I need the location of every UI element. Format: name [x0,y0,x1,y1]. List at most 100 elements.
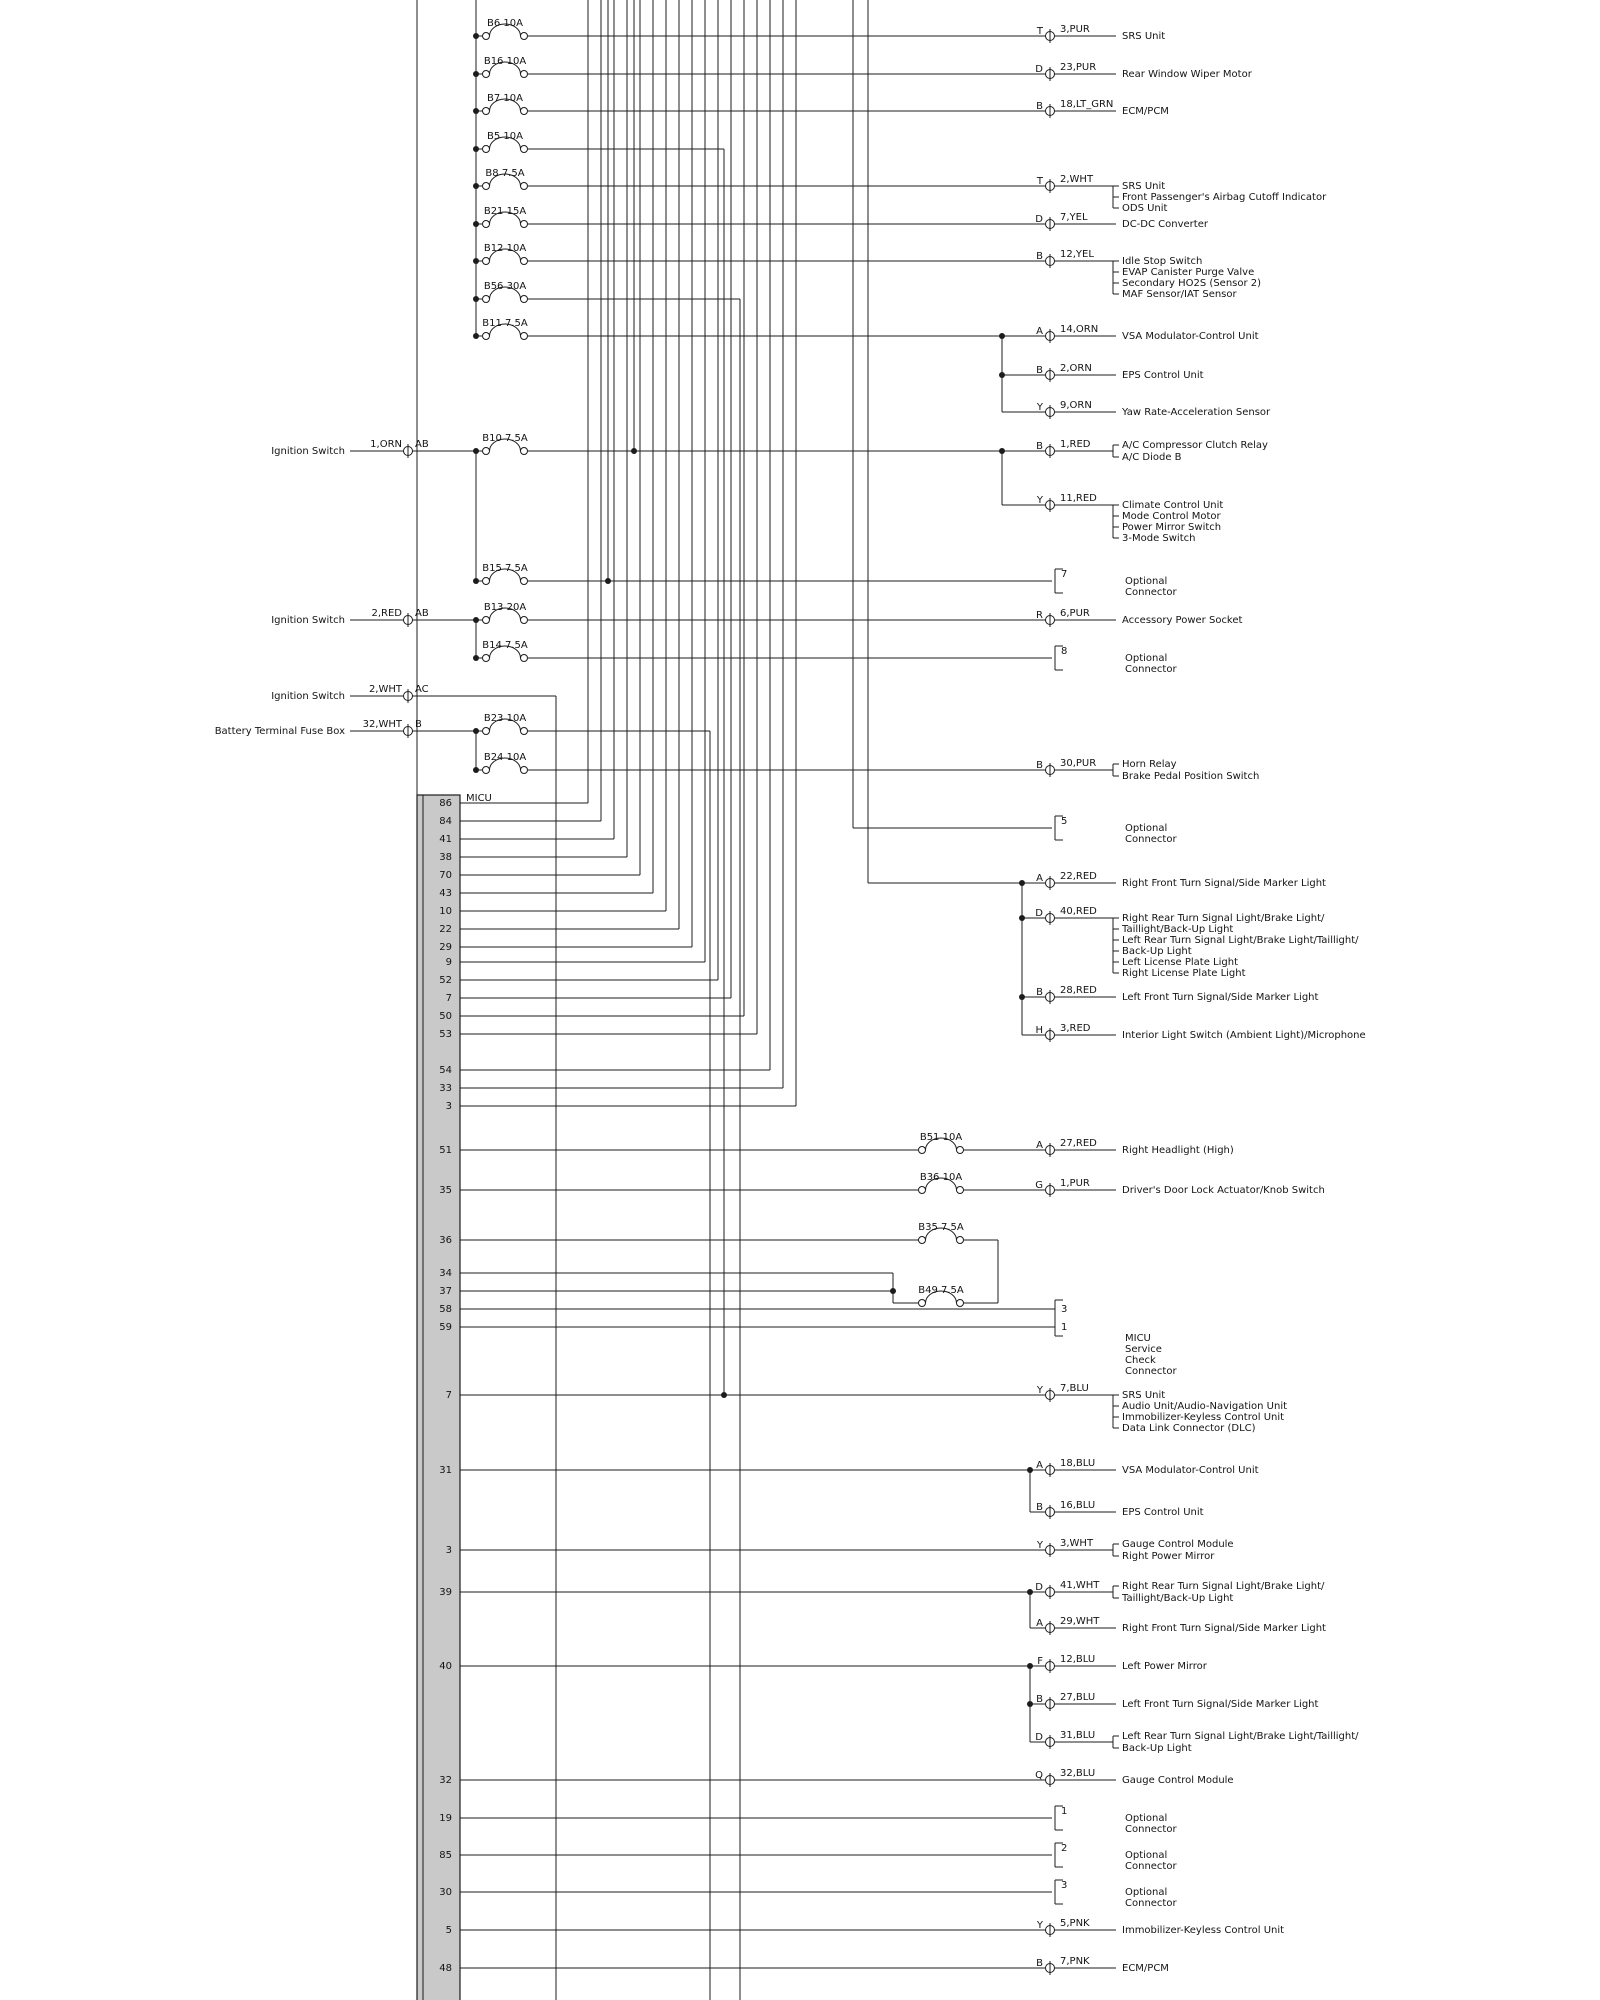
destination-label: Right Headlight (High) [1122,1145,1234,1156]
optional-connector-label: Optional [1125,576,1167,587]
micu-pin-number: 51 [439,1145,452,1156]
destination-label: VSA Modulator-Control Unit [1122,1465,1259,1476]
pin-letter: D [1035,64,1043,75]
junction-dot [473,296,479,302]
fuse-element [489,568,521,582]
junction-dot [1019,994,1025,1000]
wire-color-label: 27,RED [1060,1138,1097,1149]
fuse-terminal [520,32,528,40]
junction-dot [1027,1589,1033,1595]
fuse-terminal [520,616,528,624]
micu-pin-number: 3 [446,1545,452,1556]
micu-pin-number: 41 [439,834,452,845]
fuse-element [489,286,521,300]
micu-pin-number: 84 [439,816,452,827]
optional-connector-number: 1 [1061,1806,1067,1817]
destination-label: EPS Control Unit [1122,1507,1204,1518]
junction-dot [1027,1701,1033,1707]
destination-label: Back-Up Light [1122,1743,1192,1754]
fuse-terminal [482,32,490,40]
destination-label: ECM/PCM [1122,1963,1169,1974]
wire-color-label: 5,PNK [1060,1918,1090,1929]
pin-letter: T [1036,26,1044,37]
fuse-element [489,23,521,37]
junction-dot [999,448,1005,454]
fuse-label: B8 7.5A [485,168,524,179]
wire-color-label: 18,LT_GRN [1060,99,1113,110]
fuse-terminal [918,1299,926,1307]
optional-connector-label: Optional [1125,1850,1167,1861]
wire-color-label: 3,RED [1060,1023,1091,1034]
destination-label: Right License Plate Light [1122,968,1246,979]
wire-color-label: 28,RED [1060,985,1097,996]
fuse-element [489,607,521,621]
wire-color-label: 11,RED [1060,493,1097,504]
junction-dot [1019,915,1025,921]
wire-color-label: 2,WHT [369,684,403,695]
fuse-terminal [956,1299,964,1307]
junction-dot [721,1392,727,1398]
fuse-terminal [482,766,490,774]
wire-color-label: 1,PUR [1060,1178,1090,1189]
micu-pin-number: 50 [439,1011,452,1022]
fuse-label: B12 10A [484,243,526,254]
destination-label: Left Front Turn Signal/Side Marker Light [1122,1699,1319,1710]
destination-label: A/C Diode B [1122,452,1182,463]
destination-label: Immobilizer-Keyless Control Unit [1122,1412,1284,1423]
micu-pin-number: 85 [439,1850,452,1861]
destination-label: Audio Unit/Audio-Navigation Unit [1122,1401,1287,1412]
service-connector-label: MICU [1125,1333,1151,1344]
wire-color-label: 6,PUR [1060,608,1090,619]
pin-letter: B [1036,441,1043,452]
junction-dot [473,448,479,454]
wire-color-label: 2,RED [371,608,402,619]
fuse-label: B11 7.5A [482,318,528,329]
destination-label: Right Front Turn Signal/Side Marker Ligh… [1122,878,1326,889]
optional-connector-label: Connector [1125,587,1177,598]
fuse-label: B49 7.5A [918,1285,964,1296]
wire-color-label: 12,YEL [1060,249,1094,260]
fuse-terminal [918,1236,926,1244]
micu-pin-number: 5 [446,1925,452,1936]
destination-label: Rear Window Wiper Motor [1122,69,1253,80]
wire-color-label: 14,ORN [1060,324,1098,335]
destination-label: Right Rear Turn Signal Light/Brake Light… [1122,913,1325,924]
service-connector-label: Check [1125,1355,1156,1366]
pin-letter: D [1035,1732,1043,1743]
destination-label: Immobilizer-Keyless Control Unit [1122,1925,1284,1936]
fuse-terminal [956,1186,964,1194]
fuse-element [489,61,521,75]
destination-label: Taillight/Back-Up Light [1121,1593,1233,1604]
optional-connector-label: Connector [1125,1861,1177,1872]
optional-connector-label: Connector [1125,664,1177,675]
wire-color-label: 12,BLU [1060,1654,1095,1665]
pin-letter: A [1036,1140,1043,1151]
fuse-terminal [482,616,490,624]
micu-pin-number: 33 [439,1083,452,1094]
fuse-label: B7 10A [487,93,523,104]
destination-label: Data Link Connector (DLC) [1122,1423,1256,1434]
destination-label: EPS Control Unit [1122,370,1204,381]
micu-pin-number: 32 [439,1775,452,1786]
fuse-element [489,173,521,187]
destination-label: Left Front Turn Signal/Side Marker Light [1122,992,1319,1003]
pin-letter: B [1036,101,1043,112]
destination-label: MAF Sensor/IAT Sensor [1122,289,1238,300]
micu-pin-number: 7 [446,1390,452,1401]
fuse-terminal [520,182,528,190]
pin-letter: F [1037,1656,1043,1667]
wire-color-label: 7,PNK [1060,1956,1090,1967]
destination-label: Idle Stop Switch [1122,256,1202,267]
junction-dot [473,767,479,773]
destination-label: Secondary HO2S (Sensor 2) [1122,278,1261,289]
service-connector-label: Connector [1125,1366,1177,1377]
micu-pin-number: 59 [439,1322,452,1333]
optional-connector-number: 5 [1061,816,1067,827]
power-source-label: Battery Terminal Fuse Box [215,726,345,737]
junction-dot [605,578,611,584]
fuse-terminal [520,70,528,78]
pin-letter: D [1035,214,1043,225]
destination-label: Accessory Power Socket [1122,615,1243,626]
